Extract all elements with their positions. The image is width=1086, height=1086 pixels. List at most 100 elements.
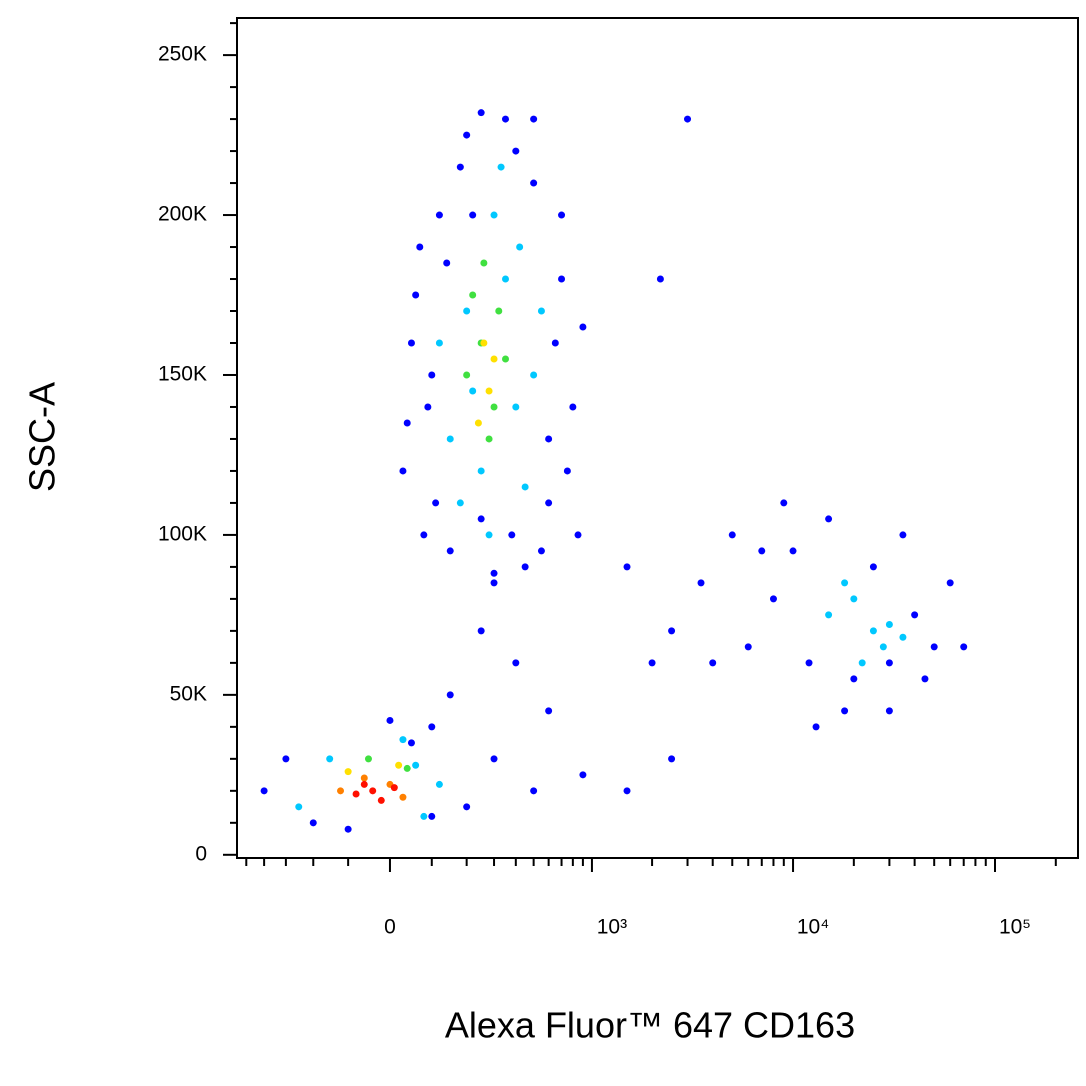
data-point bbox=[545, 435, 553, 443]
data-point bbox=[469, 211, 477, 219]
data-point bbox=[490, 579, 498, 587]
y-tick-label: 250K bbox=[158, 43, 207, 66]
x-tick-label: 0 bbox=[384, 916, 396, 939]
data-point bbox=[530, 115, 538, 123]
data-point bbox=[295, 803, 303, 811]
data-point bbox=[744, 643, 752, 651]
data-point bbox=[399, 793, 407, 801]
data-point bbox=[569, 403, 577, 411]
data-point bbox=[463, 371, 471, 379]
data-point bbox=[399, 736, 407, 744]
y-tick-label: 100K bbox=[158, 522, 207, 545]
data-point bbox=[885, 659, 893, 667]
data-point bbox=[858, 659, 866, 667]
data-point bbox=[825, 611, 833, 619]
data-point bbox=[480, 339, 488, 347]
data-point bbox=[537, 547, 545, 555]
data-point bbox=[477, 467, 485, 475]
y-tick-label: 0 bbox=[195, 842, 207, 865]
data-point bbox=[930, 643, 938, 651]
data-point bbox=[530, 179, 538, 187]
data-point bbox=[946, 579, 954, 587]
data-point bbox=[805, 659, 813, 667]
data-point bbox=[435, 211, 443, 219]
data-point bbox=[456, 499, 464, 507]
data-point bbox=[512, 659, 520, 667]
data-point bbox=[485, 387, 493, 395]
data-point bbox=[758, 547, 766, 555]
data-point bbox=[390, 784, 398, 792]
data-point bbox=[420, 812, 428, 820]
data-point bbox=[485, 531, 493, 539]
data-point bbox=[521, 563, 529, 571]
y-axis-title: SSC-A bbox=[22, 382, 63, 492]
data-point bbox=[416, 243, 424, 251]
data-point bbox=[344, 825, 352, 833]
data-point bbox=[490, 211, 498, 219]
data-point bbox=[558, 211, 566, 219]
data-point bbox=[921, 675, 929, 683]
data-point bbox=[530, 371, 538, 379]
data-point bbox=[412, 291, 420, 299]
data-point bbox=[474, 419, 482, 427]
data-point bbox=[512, 147, 520, 155]
data-point bbox=[684, 115, 692, 123]
data-point bbox=[512, 403, 520, 411]
data-point bbox=[516, 243, 524, 251]
data-point bbox=[490, 569, 498, 577]
data-point bbox=[545, 707, 553, 715]
data-point bbox=[435, 780, 443, 788]
data-point bbox=[885, 620, 893, 628]
data-point bbox=[395, 761, 403, 769]
data-point bbox=[469, 291, 477, 299]
data-point bbox=[403, 419, 411, 427]
data-point bbox=[424, 403, 432, 411]
data-point bbox=[728, 531, 736, 539]
data-point bbox=[360, 780, 368, 788]
data-point bbox=[326, 755, 334, 763]
data-point bbox=[780, 499, 788, 507]
data-point bbox=[697, 579, 705, 587]
data-point bbox=[360, 774, 368, 782]
x-tick-label: 10⁴ bbox=[797, 916, 829, 939]
data-point bbox=[521, 483, 529, 491]
data-point bbox=[309, 819, 317, 827]
data-point bbox=[469, 387, 477, 395]
data-point bbox=[364, 755, 372, 763]
data-point bbox=[558, 275, 566, 283]
data-point bbox=[420, 531, 428, 539]
data-point bbox=[899, 633, 907, 641]
data-point bbox=[769, 595, 777, 603]
data-point bbox=[337, 787, 345, 795]
data-point bbox=[502, 275, 510, 283]
x-tick-label: 10⁵ bbox=[999, 916, 1031, 939]
data-point bbox=[282, 755, 290, 763]
data-point bbox=[668, 627, 676, 635]
data-point bbox=[463, 307, 471, 315]
data-point bbox=[369, 787, 377, 795]
x-tick-label: 10³ bbox=[597, 916, 627, 939]
data-point bbox=[579, 771, 587, 779]
data-point bbox=[477, 109, 485, 117]
data-point bbox=[850, 595, 858, 603]
data-point bbox=[579, 323, 587, 331]
data-point bbox=[407, 739, 415, 747]
data-point bbox=[502, 115, 510, 123]
data-point bbox=[344, 768, 352, 776]
data-point bbox=[446, 435, 454, 443]
data-point bbox=[428, 371, 436, 379]
data-point bbox=[490, 355, 498, 363]
data-point bbox=[530, 787, 538, 795]
data-point bbox=[563, 467, 571, 475]
plot-frame bbox=[236, 17, 1079, 859]
data-point bbox=[490, 755, 498, 763]
data-point bbox=[899, 531, 907, 539]
data-point bbox=[407, 339, 415, 347]
data-point bbox=[789, 547, 797, 555]
data-point bbox=[377, 796, 385, 804]
data-point bbox=[428, 812, 436, 820]
data-point bbox=[623, 563, 631, 571]
data-point bbox=[656, 275, 664, 283]
data-point bbox=[841, 707, 849, 715]
